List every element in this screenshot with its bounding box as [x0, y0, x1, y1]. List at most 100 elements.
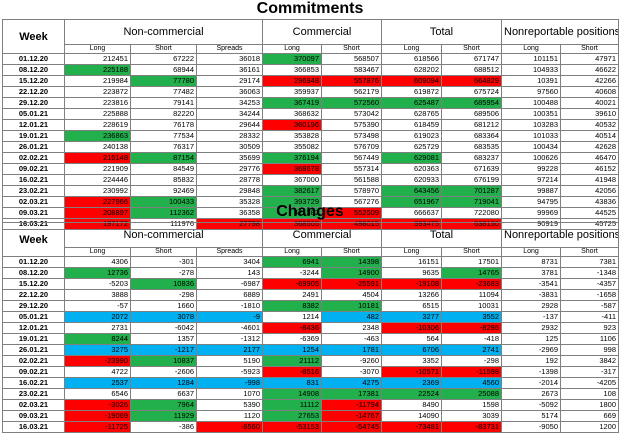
- table-row: 02.02.21 216148 87154 35699 376194 567449 6290…: [2, 152, 619, 164]
- short-subheader: Short: [441, 247, 502, 257]
- total-header: Total: [381, 222, 502, 248]
- value-cell: -11794: [321, 399, 382, 411]
- short-subheader: Short: [441, 44, 502, 54]
- value-cell: 99887: [501, 185, 561, 197]
- value-cell: 561588: [321, 174, 382, 186]
- table-row: 05.01.21 225888 82220 34244 368632 573042 6287…: [2, 108, 619, 120]
- week-cell: 15.12.20: [2, 278, 65, 290]
- value-cell: 355082: [262, 141, 322, 153]
- value-cell: -3070: [321, 366, 382, 378]
- week-cell: 02.03.21: [2, 399, 65, 411]
- value-cell: 8490: [381, 399, 442, 411]
- value-cell: -54745: [321, 421, 382, 433]
- value-cell: -1810: [196, 300, 263, 312]
- long-subheader: Long: [381, 247, 442, 257]
- value-cell: 2537: [64, 377, 131, 389]
- value-cell: 685954: [441, 97, 502, 109]
- table-row: 01.12.20 4306 -301 3404 6941 14398 16151 17501 8…: [2, 256, 619, 268]
- value-cell: -998: [196, 377, 263, 389]
- value-cell: 17501: [441, 256, 502, 268]
- value-cell: -2014: [501, 377, 561, 389]
- value-cell: 92469: [130, 185, 197, 197]
- short-subheader: Short: [130, 44, 197, 54]
- value-cell: -23683: [441, 278, 502, 290]
- value-cell: 368678: [262, 163, 322, 175]
- value-cell: 87154: [130, 152, 197, 164]
- value-cell: 3552: [441, 311, 502, 323]
- value-cell: 39610: [560, 108, 619, 120]
- value-cell: 376194: [262, 152, 322, 164]
- value-cell: 4560: [441, 377, 502, 389]
- value-cell: 671639: [441, 163, 502, 175]
- value-cell: 85832: [130, 174, 197, 186]
- long-subheader: Long: [64, 247, 131, 257]
- week-cell: 23.02.21: [2, 388, 65, 400]
- value-cell: 28778: [196, 174, 263, 186]
- value-cell: 225188: [64, 64, 131, 76]
- value-cell: 572560: [321, 97, 382, 109]
- value-cell: -25591: [321, 278, 382, 290]
- value-cell: 4504: [321, 289, 382, 301]
- week-cell: 16.02.21: [2, 377, 65, 389]
- value-cell: 14908: [262, 388, 322, 400]
- table-row: 26.01.21 240138 76317 30509 355082 576709 6257…: [2, 141, 619, 153]
- table-row: 09.02.21 4722 -2606 -5923 -8516 -3070 -10571 -1…: [2, 366, 619, 378]
- value-cell: 34253: [196, 97, 263, 109]
- table-row: 29.12.20 -57 1660 -1810 8382 10181 6515 10031 29…: [2, 300, 619, 312]
- value-cell: 370097: [262, 53, 322, 65]
- value-cell: -1348: [560, 267, 619, 279]
- table-row: 26.01.21 3275 -1217 2177 1254 1781 6706 2741 -29…: [2, 344, 619, 356]
- value-cell: 1660: [130, 300, 197, 312]
- value-cell: -8295: [441, 322, 502, 334]
- value-cell: -1217: [130, 344, 197, 356]
- week-cell: 12.01.21: [2, 119, 65, 131]
- value-cell: -53153: [262, 421, 322, 433]
- value-cell: 103283: [501, 119, 561, 131]
- value-cell: 10837: [130, 355, 197, 367]
- value-cell: -5203: [64, 278, 131, 290]
- value-cell: -57: [64, 300, 131, 312]
- value-cell: 1800: [560, 399, 619, 411]
- value-cell: -9050: [501, 421, 561, 433]
- value-cell: 84549: [130, 163, 197, 175]
- table-row: 01.12.20 212451 67222 36018 370097 568507 6185…: [2, 53, 619, 65]
- table-row: 09.02.21 221909 84549 29776 368678 557314 6203…: [2, 163, 619, 175]
- week-cell: 16.03.21: [2, 421, 65, 433]
- value-cell: 6546: [64, 388, 131, 400]
- value-cell: 27653: [262, 410, 322, 422]
- table-row: 12.01.21 228619 76178 29644 360196 575390 6184…: [2, 119, 619, 131]
- value-cell: 79141: [130, 97, 197, 109]
- commercial-header: Commercial: [262, 222, 382, 248]
- value-cell: -6987: [196, 278, 263, 290]
- value-cell: 236863: [64, 130, 131, 142]
- table-row: 08.12.20 225188 68944 36161 366853 583467 6282…: [2, 64, 619, 76]
- value-cell: 629081: [381, 152, 442, 164]
- value-cell: 618459: [381, 119, 442, 131]
- short-subheader: Short: [321, 44, 382, 54]
- value-cell: 227966: [64, 196, 131, 208]
- week-cell: 09.03.21: [2, 410, 65, 422]
- value-cell: 688512: [441, 64, 502, 76]
- value-cell: 11929: [130, 410, 197, 422]
- value-cell: -1658: [560, 289, 619, 301]
- table-row: 12.01.21 2731 -6042 -4601 -8436 2348 -10306 -82…: [2, 322, 619, 334]
- table-row: 22.12.20 3888 -298 6889 2491 4504 13266 11094 -3…: [2, 289, 619, 301]
- table-row: 16.03.21 -11725 -386 -8560 -53153 -54745 -7348…: [2, 421, 619, 433]
- table-row: 23.02.21 6546 6637 1070 14908 17381 22524 25088…: [2, 388, 619, 400]
- table-row: 19.01.21 236863 77534 28332 353828 573498 6190…: [2, 130, 619, 142]
- value-cell: 2673: [501, 388, 561, 400]
- value-cell: 578970: [321, 185, 382, 197]
- value-cell: 3404: [196, 256, 263, 268]
- value-cell: 34244: [196, 108, 263, 120]
- value-cell: 42628: [560, 141, 619, 153]
- value-cell: 619023: [381, 130, 442, 142]
- value-cell: 28332: [196, 130, 263, 142]
- commercial-header: Commercial: [262, 19, 382, 45]
- value-cell: 97560: [501, 86, 561, 98]
- value-cell: 40021: [560, 97, 619, 109]
- value-cell: 240138: [64, 141, 131, 153]
- value-cell: 14765: [441, 267, 502, 279]
- value-cell: 9635: [381, 267, 442, 279]
- commitments-table: Week Non-commercial Commercial Total Non…: [2, 19, 619, 230]
- value-cell: 1214: [262, 311, 322, 323]
